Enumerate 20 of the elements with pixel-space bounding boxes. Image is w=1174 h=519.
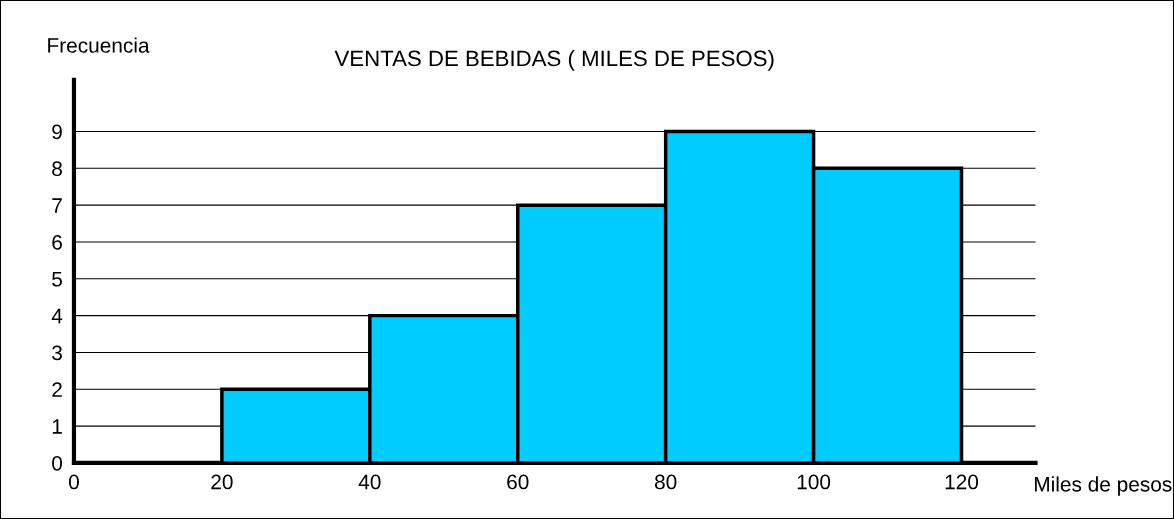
y-tick-label: 7 (52, 198, 62, 213)
x-tick-label: 60 (507, 474, 529, 490)
x-axis-title: Miles de pesos (1035, 476, 1172, 496)
x-tick-label: 0 (68, 474, 79, 490)
x-tick-label: 80 (654, 474, 677, 490)
y-axis-title: Frecuencia (48, 37, 150, 53)
x-tick-label: 20 (211, 474, 233, 490)
y-tick-label: 4 (51, 308, 63, 324)
x-tick-label: 120 (945, 474, 979, 490)
y-tick-label: 0 (52, 455, 63, 471)
x-tick-label: 100 (797, 474, 831, 490)
y-tick-label: 1 (52, 419, 62, 434)
y-tick-label: 5 (52, 272, 62, 287)
x-tick-label: 40 (358, 474, 381, 490)
y-tick-label: 8 (52, 161, 62, 177)
y-tick-label: 6 (52, 234, 62, 250)
chart-title: VENTAS DE BEBIDAS ( MILES DE PESOS) (334, 49, 774, 71)
y-tick-label: 3 (52, 345, 62, 361)
y-tick-label: 2 (52, 382, 62, 397)
y-tick-label: 9 (52, 124, 62, 140)
